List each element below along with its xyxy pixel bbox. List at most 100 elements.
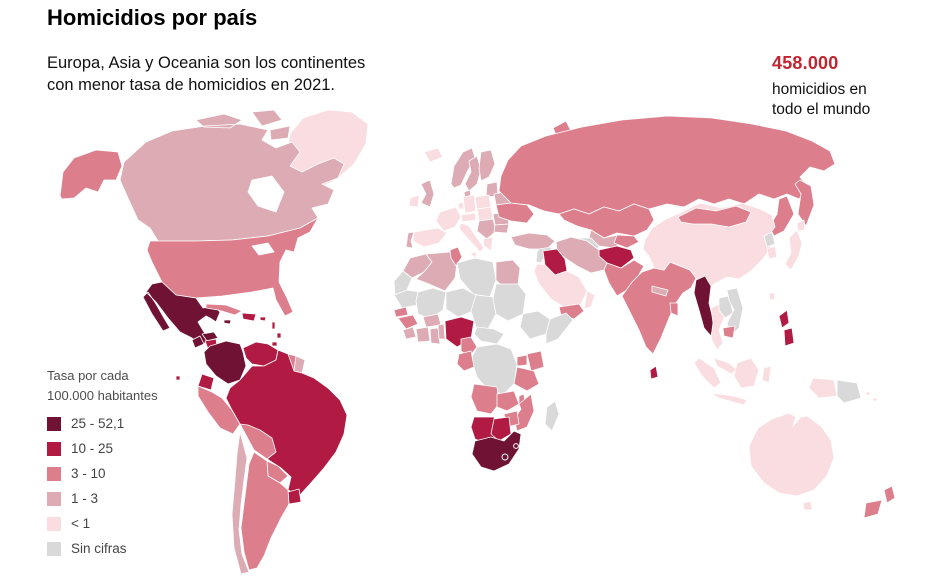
country-china xyxy=(642,202,776,295)
total-homicides-caption: homicidios en todo el mundo xyxy=(772,80,932,120)
legend-item: 10 - 25 xyxy=(47,436,197,461)
country-philippines xyxy=(778,309,795,347)
country-russia-kamchatka xyxy=(794,179,815,227)
country-sulawesi xyxy=(761,365,772,384)
country-sumatra xyxy=(693,357,722,389)
country-canada xyxy=(119,109,345,242)
legend-swatch-icon xyxy=(47,441,61,456)
country-kazakhstan xyxy=(558,203,655,239)
country-central-african-republic xyxy=(473,326,505,345)
country-kenya xyxy=(526,350,545,372)
country-somalia xyxy=(545,312,574,345)
country-zambia xyxy=(496,390,520,412)
country-saudi-arabia xyxy=(533,263,588,310)
legend-label: 3 - 10 xyxy=(71,466,106,481)
legend-item: 25 - 52,1 xyxy=(47,411,197,436)
country-lesser-antilles xyxy=(271,321,282,347)
legend-swatch-icon xyxy=(47,541,61,556)
country-bulgaria xyxy=(493,223,510,234)
subtitle-line-1: Europa, Asia y Oceania son los continent… xyxy=(47,54,366,72)
country-uganda xyxy=(516,354,528,367)
caption-line-2: todo el mundo xyxy=(772,100,871,118)
country-alpine xyxy=(460,212,477,223)
eswatini-outline xyxy=(513,443,519,449)
country-drc xyxy=(470,343,518,395)
total-homicides-annotation: 458.000 homicidios en todo el mundo xyxy=(772,53,932,120)
country-madagascar xyxy=(544,400,560,432)
legend-swatch-icon xyxy=(47,466,61,481)
country-north-korea xyxy=(763,231,776,248)
country-oman xyxy=(583,290,596,310)
country-peru xyxy=(197,385,241,435)
country-cambodia xyxy=(722,325,736,339)
legend-item: 3 - 10 xyxy=(47,461,197,486)
total-homicides-value: 458.000 xyxy=(772,53,839,73)
country-malaysia xyxy=(713,357,738,375)
country-czech-hungary xyxy=(476,206,494,222)
country-sudan xyxy=(492,283,527,322)
country-congo-gabon xyxy=(456,350,475,372)
legend-title-line-2: 100.000 habitantes xyxy=(47,387,158,403)
country-portugal xyxy=(405,231,415,249)
lesotho-outline xyxy=(501,453,509,461)
country-new-zealand xyxy=(863,485,896,519)
country-tasmania xyxy=(802,500,813,511)
legend-label: 25 - 52,1 xyxy=(71,416,125,431)
legend-swatch-icon xyxy=(47,416,61,431)
country-south-korea xyxy=(766,245,778,260)
country-hispaniola xyxy=(241,312,257,322)
country-bangladesh xyxy=(669,302,679,317)
country-borneo xyxy=(733,357,760,389)
country-java xyxy=(710,392,748,406)
legend-item: < 1 xyxy=(47,511,197,536)
country-balkans xyxy=(476,218,497,240)
country-cameroon xyxy=(460,336,478,358)
country-french-guiana xyxy=(293,355,306,374)
country-senegal xyxy=(393,306,409,318)
country-ethiopia xyxy=(519,310,551,340)
country-iran xyxy=(555,236,608,274)
country-chile xyxy=(231,431,250,575)
legend: Tasa por cada 100.000 habitantes 25 - 52… xyxy=(47,366,197,561)
country-bolivia xyxy=(239,423,277,460)
country-australia xyxy=(748,412,835,497)
country-south-africa xyxy=(471,430,522,472)
country-mali xyxy=(415,287,447,320)
country-tanzania xyxy=(513,366,540,392)
country-mexico xyxy=(142,281,221,346)
country-chad xyxy=(470,294,497,330)
country-egypt xyxy=(495,259,521,288)
country-nepal xyxy=(651,285,669,297)
country-angola xyxy=(470,383,500,415)
subtitle-line-2: con menor tasa de homicidios en 2021. xyxy=(47,76,336,95)
country-kyrgyzstan xyxy=(613,234,640,249)
legend-label: < 1 xyxy=(71,516,91,531)
country-ivory-coast xyxy=(415,326,431,343)
legend-label: 10 - 25 xyxy=(71,441,114,456)
legend-swatch-icon xyxy=(47,491,61,506)
country-mongolia xyxy=(677,205,752,228)
country-west-papua xyxy=(808,377,838,399)
country-turkey xyxy=(510,232,556,250)
country-ghana xyxy=(429,327,441,345)
country-ireland xyxy=(408,194,420,208)
country-botswana xyxy=(490,416,512,442)
country-papua-new-guinea xyxy=(836,379,862,404)
country-cuba xyxy=(205,303,243,316)
country-poland xyxy=(474,194,492,210)
country-libya xyxy=(456,257,497,298)
country-guatemala xyxy=(191,335,205,349)
country-argentina xyxy=(240,451,290,571)
legend-label: Sin cifras xyxy=(71,541,127,556)
country-finland xyxy=(478,149,496,182)
country-sierra-leone xyxy=(402,326,417,340)
country-sri-lanka xyxy=(649,365,659,380)
country-sweden xyxy=(464,155,482,192)
legend-label: 1 - 3 xyxy=(71,491,99,506)
country-alaska xyxy=(59,149,123,200)
country-taiwan xyxy=(768,291,776,301)
country-spain xyxy=(412,227,448,248)
country-uk xyxy=(420,179,435,208)
